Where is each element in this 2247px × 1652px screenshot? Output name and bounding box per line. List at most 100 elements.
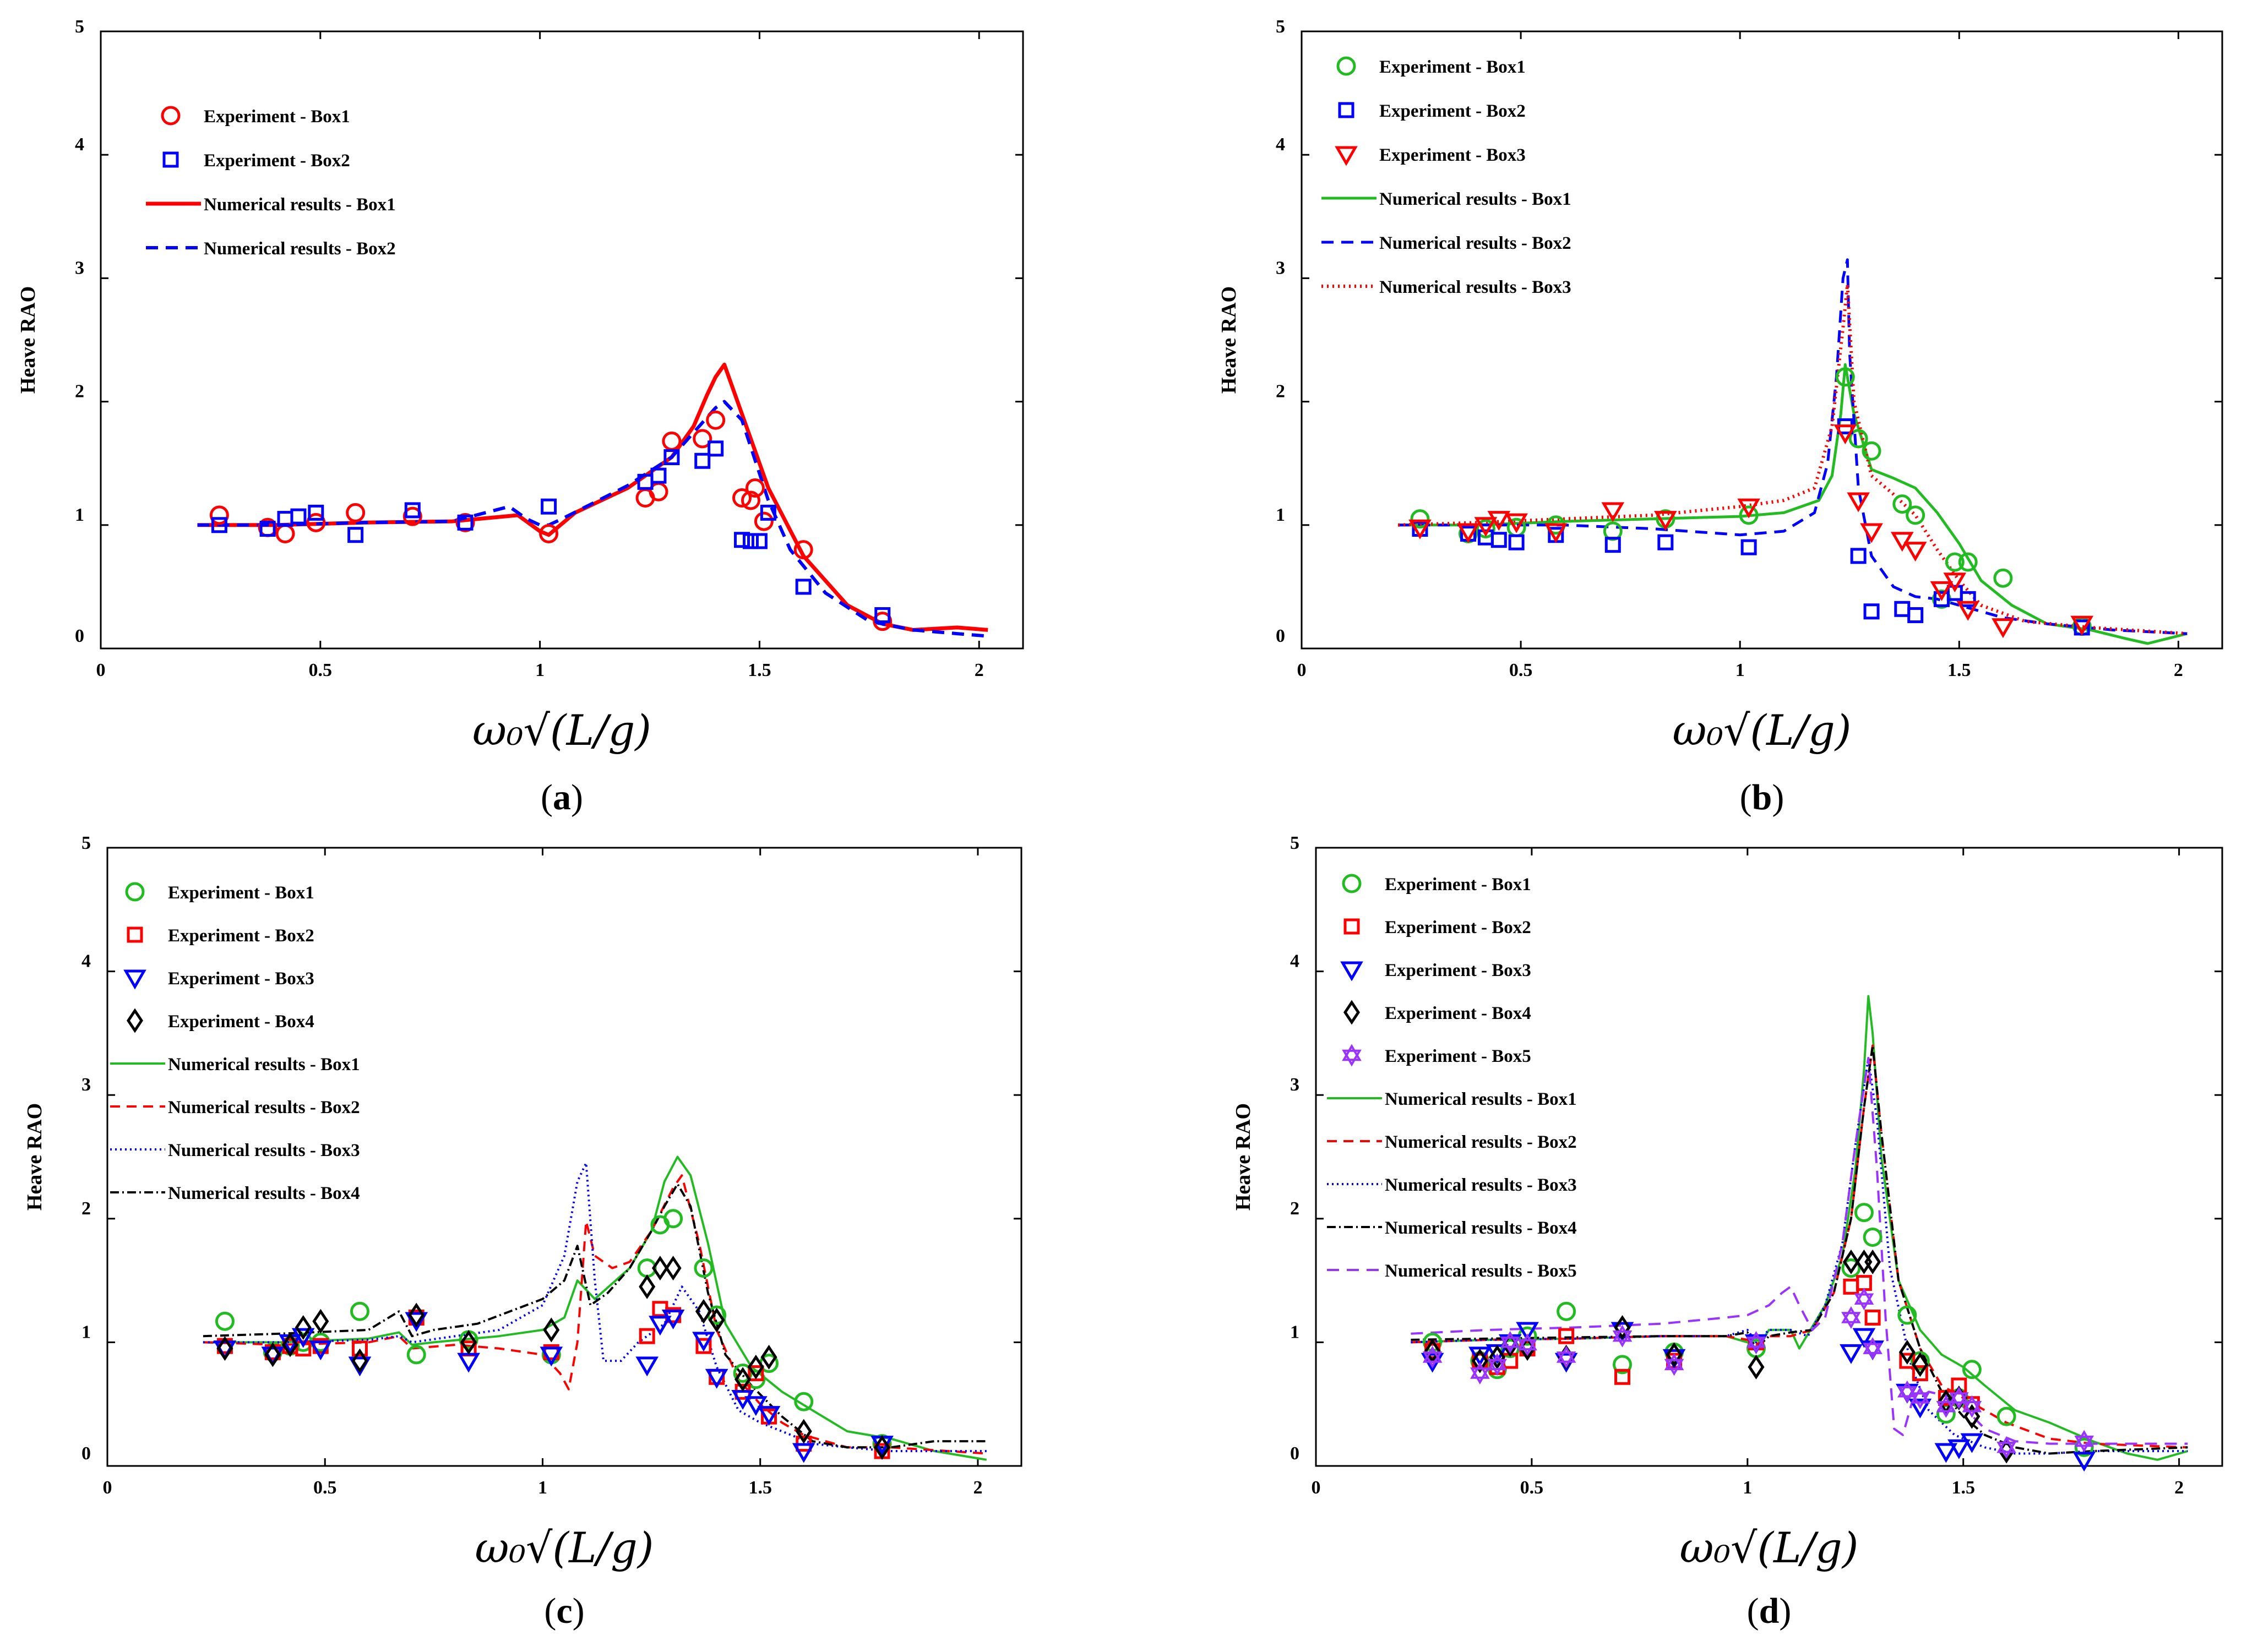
data-point <box>1951 1377 1967 1394</box>
data-point <box>742 533 759 549</box>
series-markers-experiment-box1 <box>209 410 893 631</box>
data-point <box>1908 1398 1932 1419</box>
series-line-numerical-results-box2 <box>1398 258 2188 635</box>
axes-box <box>106 847 1022 1467</box>
series-line-numerical-results-box4 <box>203 1182 987 1449</box>
y-tick-label: 5 <box>1290 833 1299 853</box>
legend-label: Experiment - Box1 <box>1385 875 1531 895</box>
axes-box <box>100 30 1024 650</box>
data-point <box>455 512 475 532</box>
data-point <box>747 1354 764 1380</box>
y-tick-label: 5 <box>1276 17 1285 37</box>
data-point <box>1862 441 1881 461</box>
data-point <box>306 512 326 532</box>
data-point <box>1487 1353 1508 1376</box>
data-point <box>746 1370 766 1389</box>
data-point <box>543 1317 560 1343</box>
legend-label: Experiment - Box2 <box>1379 101 1526 121</box>
data-point <box>651 1256 668 1281</box>
series-markers-experiment-box2 <box>1412 418 2090 636</box>
data-point <box>1892 494 1912 514</box>
data-point <box>1558 1328 1575 1344</box>
y-tick-label: 0 <box>81 1443 91 1464</box>
legend-label: Numerical results - Box2 <box>168 1098 360 1117</box>
data-point <box>732 488 752 508</box>
legend: Experiment - Box1 Experiment - Box2 Experi… <box>1327 874 1577 1281</box>
panel-a: 0 0.5 1 1.5 2 0 1 2 3 4 5 Heave RAO ω₀√(L/g) (a) Exper… <box>17 17 1024 817</box>
x-tick-label: 2 <box>975 660 984 680</box>
data-point <box>1860 523 1883 543</box>
y-tick-label: 3 <box>81 1075 91 1095</box>
data-point <box>650 467 667 484</box>
panel-letter: d <box>1759 1591 1780 1631</box>
data-point <box>760 504 776 521</box>
data-point <box>757 1406 781 1426</box>
data-point <box>1863 603 1880 620</box>
legend-marker <box>1335 146 1358 166</box>
data-point <box>1890 532 1914 552</box>
data-point <box>1864 1249 1881 1274</box>
data-point <box>1854 1203 1874 1223</box>
legend-marker <box>1336 56 1356 76</box>
data-point <box>1847 492 1870 512</box>
series-markers-experiment-box1 <box>1423 1203 2094 1457</box>
data-point <box>1943 573 1967 593</box>
series-markers-experiment-box2 <box>211 440 891 623</box>
y-tick-label: 1 <box>1290 1322 1299 1342</box>
panel-letter: b <box>1752 777 1772 817</box>
legend-label: Experiment - Box5 <box>1385 1046 1531 1066</box>
data-point <box>745 478 765 498</box>
data-point <box>295 1315 312 1340</box>
legend-marker <box>1342 1044 1362 1067</box>
data-point <box>460 1329 477 1355</box>
data-point <box>695 1338 712 1354</box>
legend: Experiment - Box1 Experiment - Box2 Experi… <box>110 882 360 1203</box>
data-point <box>350 1301 369 1321</box>
legend-label: Numerical results - Box1 <box>1379 189 1571 209</box>
data-point <box>1936 1395 1956 1418</box>
data-point <box>1601 502 1625 522</box>
data-point <box>264 1342 281 1367</box>
series-line-numerical-results-box2 <box>203 1174 987 1455</box>
legend-label: Experiment - Box3 <box>168 969 314 989</box>
y-axis-label: Heave RAO <box>1232 1103 1255 1211</box>
data-point <box>734 532 750 548</box>
data-point <box>1490 532 1507 548</box>
data-point <box>1992 618 2015 639</box>
y-tick-label: 0 <box>1290 1443 1299 1464</box>
x-tick-label: 1.5 <box>748 1477 772 1498</box>
legend-marker <box>161 106 181 126</box>
x-tick-label: 0 <box>103 1477 112 1498</box>
data-point <box>639 1328 655 1344</box>
y-axis-label: Heave RAO <box>1217 286 1241 394</box>
data-point <box>457 514 474 531</box>
legend-label: Numerical results - Box4 <box>168 1184 360 1203</box>
data-point <box>1856 1275 1872 1291</box>
legend-marker <box>1343 918 1360 935</box>
data-point <box>649 1316 672 1336</box>
data-point <box>692 1332 715 1352</box>
x-tick-label: 2 <box>2174 1477 2184 1498</box>
y-axis-label: Heave RAO <box>23 1103 46 1211</box>
panel-letter: a <box>553 777 571 817</box>
x-tick-label: 0.5 <box>313 1477 337 1498</box>
legend-marker <box>1343 1000 1361 1025</box>
legend-label: Numerical results - Box2 <box>1379 233 1571 253</box>
data-point <box>402 506 422 526</box>
y-tick-label: 1 <box>75 505 84 525</box>
legend-label: Numerical results - Box2 <box>204 239 396 259</box>
data-point <box>1996 1406 2016 1426</box>
series-line-numerical-results-box3 <box>1398 282 2188 636</box>
data-point <box>1835 367 1855 387</box>
data-point <box>1489 1344 1506 1370</box>
data-point <box>1947 1439 1971 1459</box>
legend-label: Experiment - Box2 <box>168 926 314 946</box>
x-tick-label: 1 <box>538 1477 547 1498</box>
data-point <box>209 505 229 525</box>
y-tick-label: 5 <box>81 833 91 853</box>
data-point <box>708 1307 725 1333</box>
data-point <box>874 607 891 623</box>
data-point <box>2074 1430 2094 1453</box>
data-point <box>1456 523 1480 543</box>
